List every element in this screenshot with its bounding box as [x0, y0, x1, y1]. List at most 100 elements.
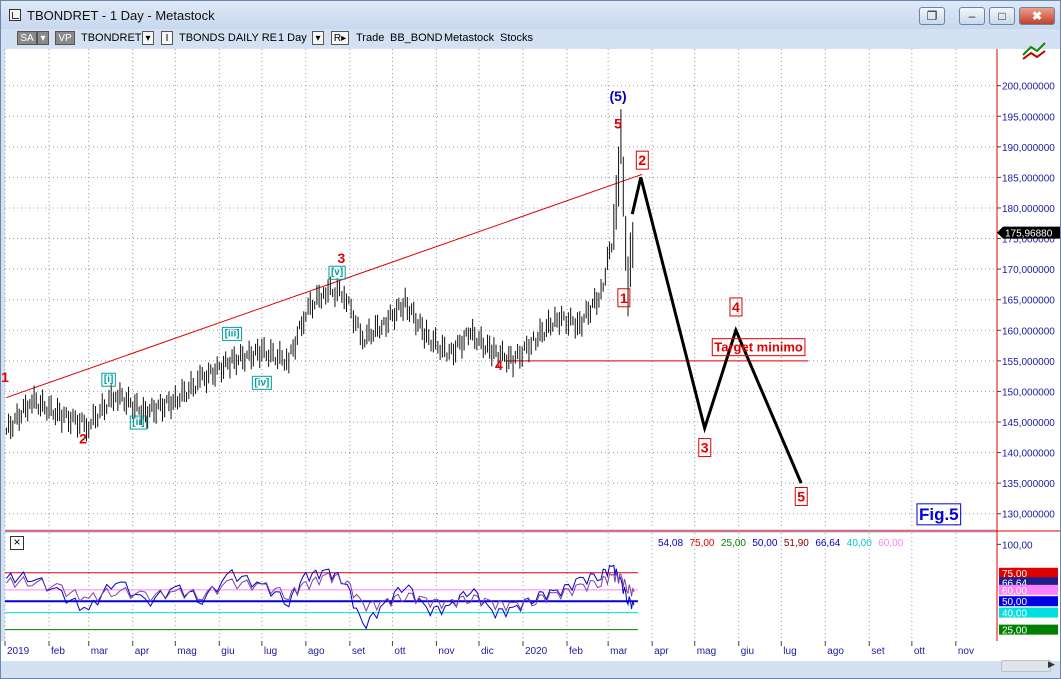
indicator-panel-bg: [5, 533, 997, 641]
refresh-icon[interactable]: R▸: [331, 31, 349, 45]
title-bar[interactable]: TBONDRET - 1 Day - Metastock ❐ – □ ✖: [1, 1, 1060, 29]
expert-label[interactable]: BB_BOND: [390, 32, 443, 44]
indicator-level-label: 66,64: [1002, 578, 1027, 589]
price-tick-label: 150,000000: [1002, 387, 1055, 398]
last-price-badge: [997, 226, 1060, 239]
wave-label: 1: [620, 290, 628, 306]
time-tick-label: mag: [177, 646, 196, 657]
indicator-level-badge: [999, 577, 1058, 588]
price-tick-label: 195,000000: [1002, 112, 1055, 123]
wave-label-box: [101, 372, 116, 387]
sa-button[interactable]: SA: [17, 31, 37, 45]
symbol-label[interactable]: TBONDRET: [81, 32, 142, 44]
price-bars: [5, 109, 634, 442]
wave-label: 5: [614, 115, 622, 131]
price-tick-label: 140,000000: [1002, 449, 1055, 460]
wave-label: (5): [610, 88, 627, 104]
period-dropdown-icon[interactable]: ▾: [312, 31, 324, 45]
price-panel-bg: [5, 49, 997, 529]
symbol-dropdown-icon[interactable]: ▾: [142, 31, 154, 45]
vp-button[interactable]: VP: [55, 31, 75, 45]
security-icon[interactable]: I: [161, 31, 173, 45]
indicator-level-badge: [999, 584, 1058, 595]
minimize-button[interactable]: –: [959, 7, 985, 25]
indicator-level-label: 40,00: [1002, 609, 1027, 620]
indicator-series-line: [6, 571, 635, 613]
wave-label-box: [617, 288, 631, 308]
wave-label-box: [251, 375, 272, 390]
indicator-level-label: 25,00: [1002, 626, 1027, 637]
window-restore-button[interactable]: ❐: [919, 7, 945, 25]
time-tick-label: lug: [783, 646, 796, 657]
indicator-close-icon[interactable]: ×: [10, 536, 24, 550]
price-tick-label: 180,000000: [1002, 204, 1055, 215]
price-tick-label: 145,000000: [1002, 418, 1055, 429]
time-tick-label: giu: [221, 646, 234, 657]
time-tick-label: apr: [654, 646, 669, 657]
wave-label: 2: [638, 152, 646, 168]
wave-label: Target minimo: [714, 340, 803, 355]
price-tick-label: 135,000000: [1002, 479, 1055, 490]
indicator-legend-value: 50,00: [752, 538, 777, 549]
time-tick-label: giu: [741, 646, 754, 657]
time-tick-label: lug: [264, 646, 277, 657]
wave-label: [v]: [331, 267, 343, 278]
wave-label-box: [129, 415, 148, 430]
indicator-legend-value: 25,00: [721, 538, 746, 549]
price-tick-label: 175,000000: [1002, 235, 1055, 246]
time-tick-label: nov: [958, 646, 974, 657]
asset-class-label[interactable]: Stocks: [500, 32, 534, 44]
period-label[interactable]: 1 Day: [278, 32, 307, 44]
indicator-level-badge: [999, 567, 1058, 578]
indicator-legend-value: 75,00: [689, 538, 714, 549]
wave-label-box: [328, 265, 346, 280]
indicator-level-label: 50,00: [1002, 597, 1027, 608]
sa-dropdown-icon[interactable]: ▾: [37, 31, 49, 45]
chart-window-icon: [1022, 42, 1046, 60]
price-tick-label: 170,000000: [1002, 265, 1055, 276]
wave-label-box: [729, 297, 743, 317]
close-button[interactable]: ✖: [1019, 7, 1055, 25]
app-icon: [9, 9, 21, 21]
wave-label-box: [222, 326, 243, 341]
time-tick-label: dic: [481, 646, 494, 657]
chart-toolbar: SA ▾ VP TBONDRET ▾ I TBONDS DAILY RE 1 D…: [1, 29, 1060, 50]
window-title: TBONDRET - 1 Day - Metastock: [27, 8, 215, 23]
wave-label-box: [794, 486, 808, 506]
price-tick-label: 185,000000: [1002, 173, 1055, 184]
wave-label: [iii]: [225, 328, 240, 339]
horizontal-scrollbar[interactable]: [1001, 660, 1051, 672]
wave-label-box: [711, 338, 806, 357]
time-tick-label: mag: [697, 646, 716, 657]
scroll-right-icon[interactable]: ▶: [1048, 659, 1055, 669]
wave-label-box: [916, 503, 962, 526]
wave-label: 1: [1, 369, 9, 385]
wave-label: 3: [337, 250, 345, 266]
indicator-legend-value: 51,90: [784, 538, 809, 549]
time-tick-label: apr: [135, 646, 150, 657]
price-tick-label: 200,000000: [1002, 82, 1055, 93]
wave-label: Fig.5: [919, 505, 959, 524]
source-label[interactable]: Metastock: [444, 32, 495, 44]
time-tick-label: ott: [394, 646, 405, 657]
indicator-series-line: [6, 564, 635, 630]
time-tick-label: ott: [914, 646, 925, 657]
trade-button[interactable]: Trade: [356, 32, 385, 44]
indicator-tick-label: 100,00: [1002, 540, 1033, 551]
indicator-level-badge: [999, 624, 1058, 635]
wave-label: 4: [732, 299, 740, 315]
maximize-button[interactable]: □: [989, 7, 1015, 25]
time-tick-label: set: [871, 646, 885, 657]
time-tick-label: feb: [569, 646, 583, 657]
indicator-level-badge: [999, 607, 1058, 618]
wave-label: [iv]: [254, 377, 269, 388]
security-name-label[interactable]: TBONDS DAILY RE: [179, 32, 278, 44]
price-tick-label: 130,000000: [1002, 510, 1055, 521]
time-tick-label: set: [352, 646, 366, 657]
wave-label: [i]: [104, 374, 113, 385]
indicator-legend-value: 54,08: [658, 538, 683, 549]
indicator-level-label: 75,00: [1002, 569, 1027, 580]
time-tick-label: feb: [51, 646, 65, 657]
